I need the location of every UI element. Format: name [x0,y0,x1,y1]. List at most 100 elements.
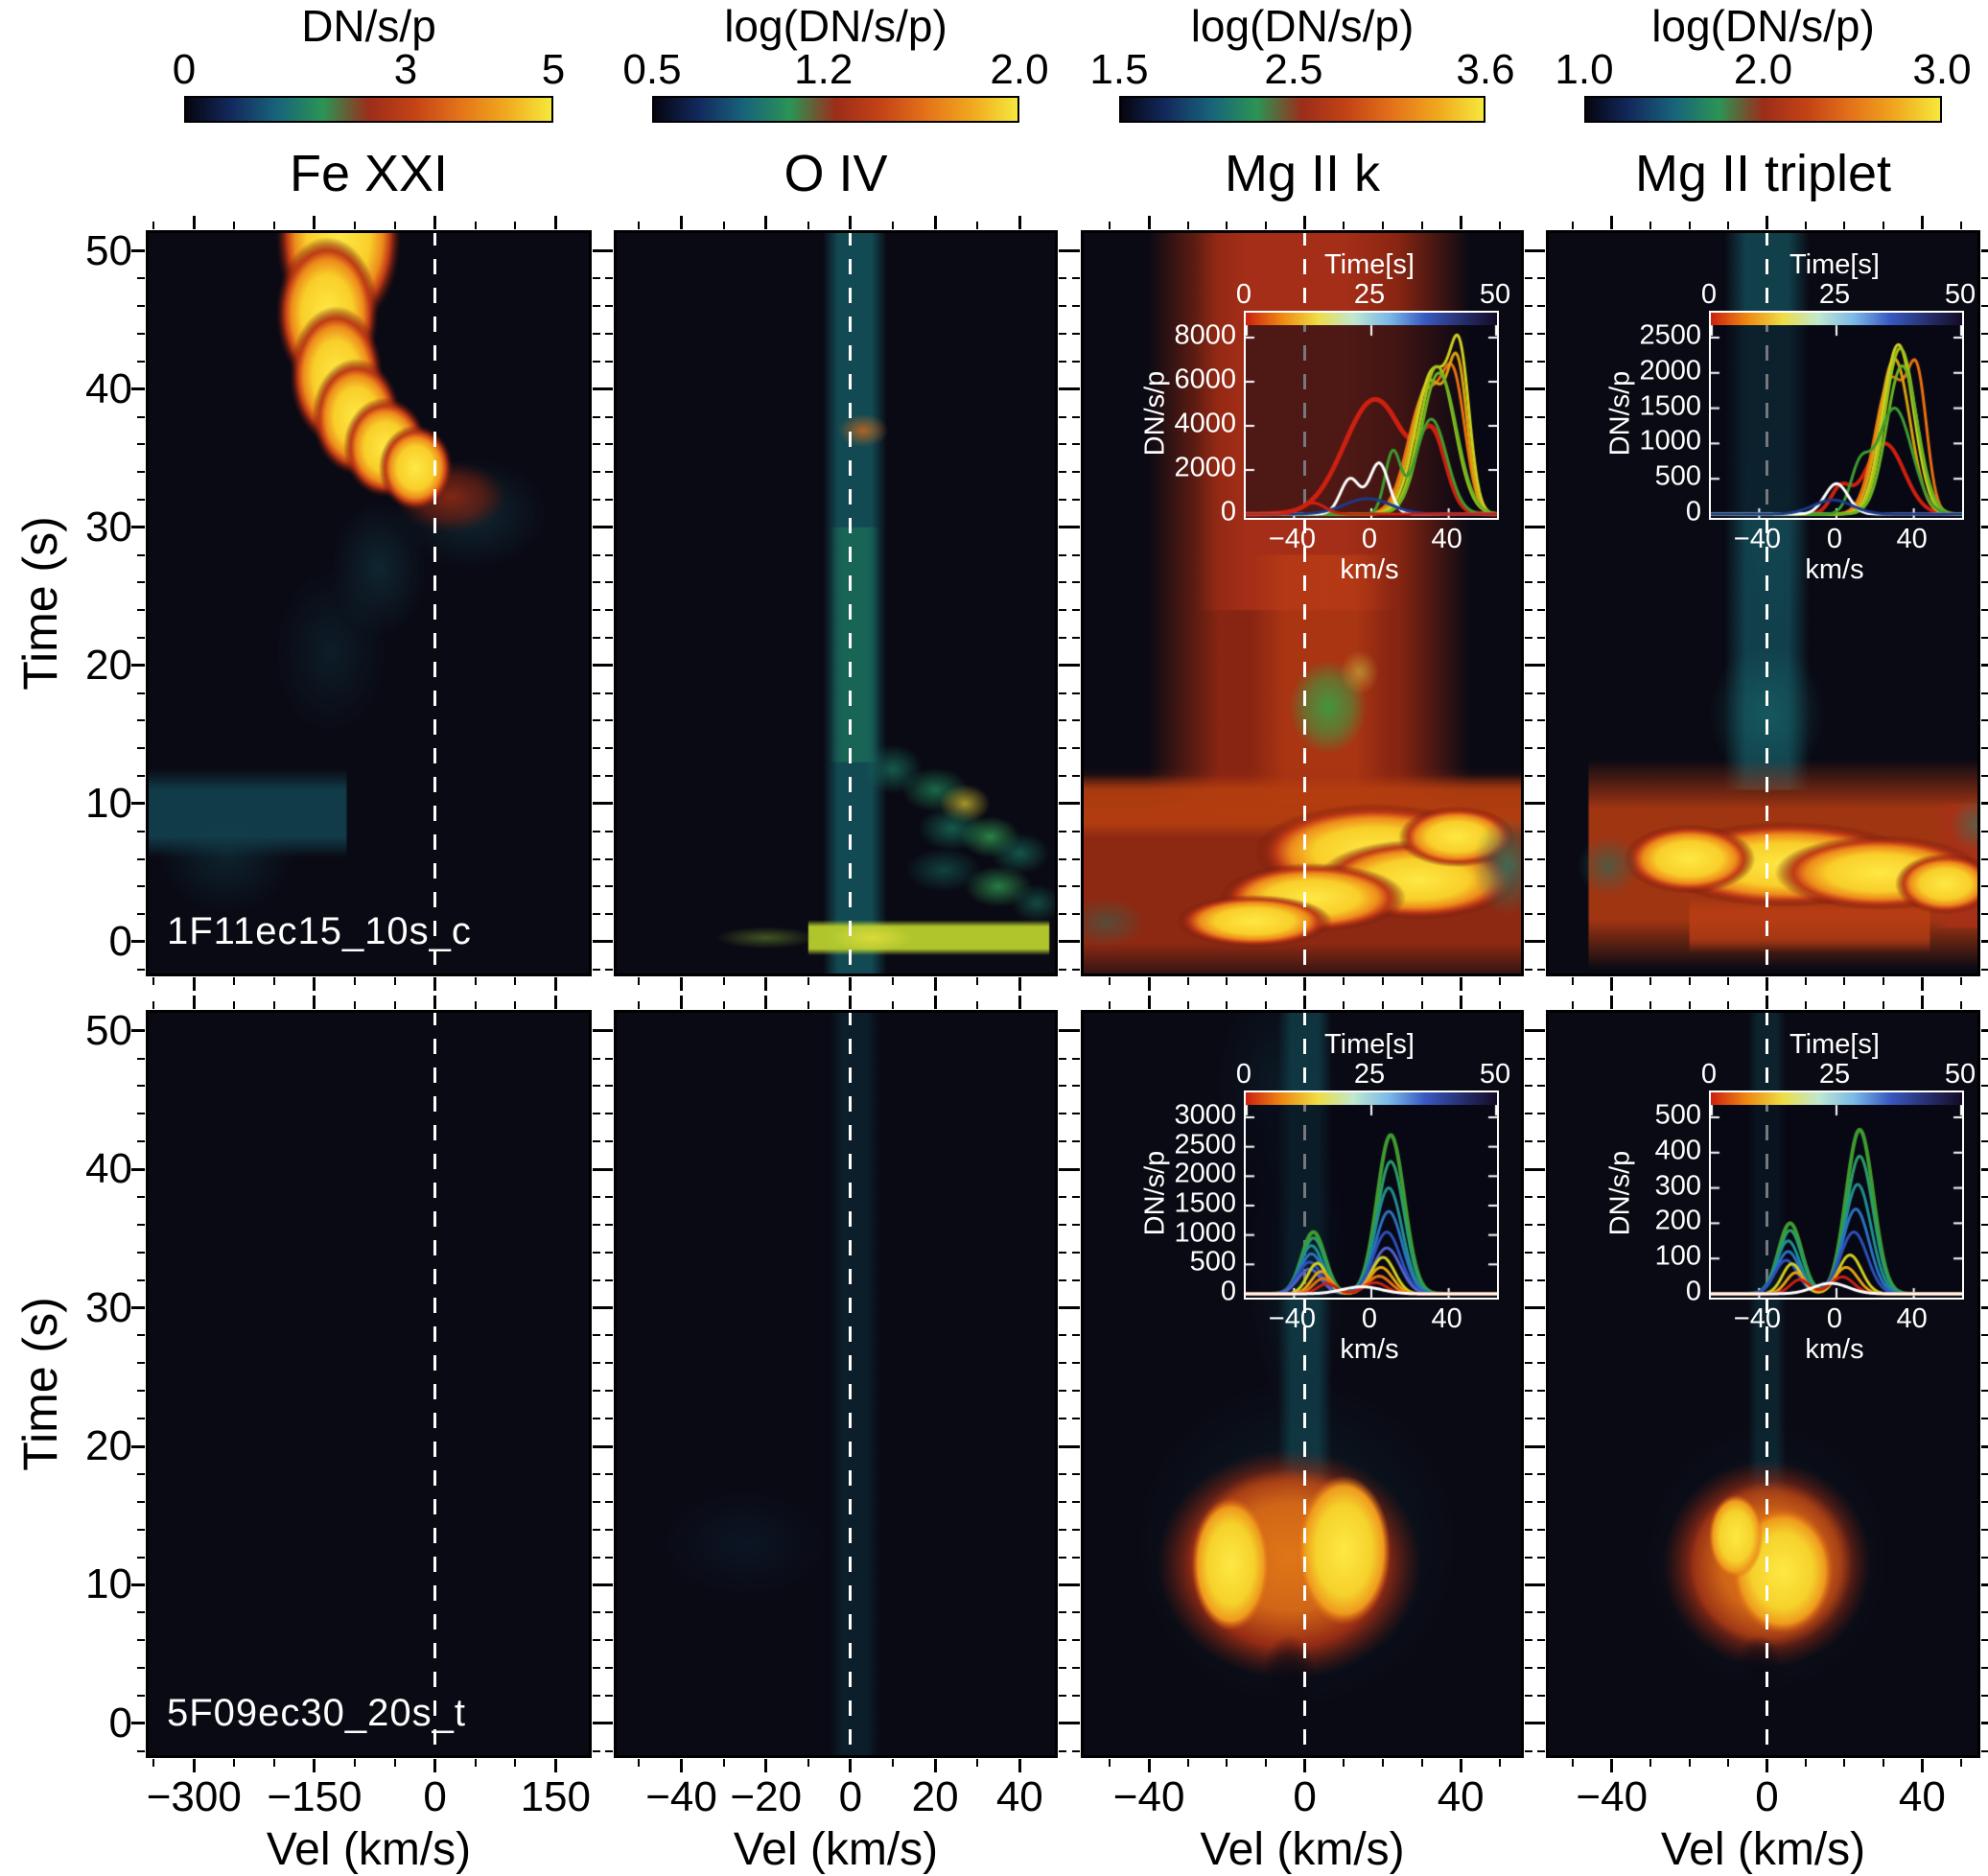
inset-y-tick-label: 1500 [1174,1187,1236,1219]
axis-tick [605,415,613,418]
axis-tick [137,1113,145,1115]
axis-tick [599,1722,613,1725]
axis-tick [1843,1759,1846,1767]
axis-tick [599,664,613,668]
axis-tick [1981,581,1988,584]
axis-tick [393,222,396,229]
x-tick-label: 0 [1755,1773,1779,1820]
axis-tick [1981,775,1988,778]
heatmap-panel-oiv-run2: Vel (km/s) −40 −20 0 20 40 [599,996,1072,1875]
axis-tick [1059,637,1066,640]
axis-tick [1525,1418,1532,1420]
axis-tick [1072,1749,1080,1752]
axis-tick [1525,1528,1532,1531]
axis-tick [1882,222,1884,229]
axis-tick [1066,802,1080,806]
inset-x-tick-label: −40 [1733,524,1781,554]
axis-tick [1727,1001,1730,1009]
axis-tick [1537,1390,1545,1393]
axis-tick [1381,222,1384,229]
axis-tick [1981,885,1988,888]
axis-tick [1525,1085,1532,1088]
heatmap-canvas [614,1010,1058,1758]
axis-tick [1498,1759,1501,1767]
axis-tick [849,977,853,991]
axis-tick [1981,553,1988,556]
axis-tick [1059,1667,1066,1670]
axis-tick [1981,913,1988,916]
inset-y-tick-label: 500 [1189,1246,1236,1278]
inset-top-axis-title: Time[s] [1324,249,1415,280]
axis-tick [1072,1639,1080,1642]
axis-tick [152,1001,155,1009]
axis-tick [593,1390,600,1393]
axis-tick [1147,1759,1151,1772]
axis-tick [1059,1251,1066,1254]
axis-tick [1059,830,1066,832]
axis-tick [137,553,145,556]
axis-tick [1610,216,1614,229]
x-tick-label: −300 [146,1773,242,1820]
colorbar-tick-label: 3.0 [1912,46,1972,93]
axis-tick [1059,1278,1066,1281]
axis-tick [1981,692,1988,694]
axis-tick [593,1500,600,1503]
x-tick-label: −40 [1112,1773,1185,1820]
axis-tick [1381,1759,1384,1767]
axis-tick [1537,471,1545,474]
axis-tick [1981,1223,1988,1226]
axis-tick [1072,553,1080,556]
axis-tick [593,775,600,778]
axis-tick [892,222,895,229]
axis-tick [1981,1167,1988,1171]
axis-tick [1265,977,1267,985]
x-tick-label: 0 [838,1773,863,1820]
inset-time-colorbar [1246,1092,1497,1105]
inset-time-colorbar [1711,1092,1962,1105]
axis-tick [605,1500,613,1503]
axis-tick [433,977,437,991]
inset-time-colorbar [1711,313,1962,325]
axis-tick [1072,277,1080,280]
axis-tick [593,885,600,888]
colorbar-tick-label: 5 [541,46,566,93]
colorbar-group-mgii-triplet: log(DN/s/p) 1.0 2.0 3.0 [1546,0,1980,134]
axis-tick [1525,885,1532,888]
axis-tick [593,1639,600,1642]
axis-tick [1525,581,1532,584]
axis-tick [1537,1418,1545,1420]
axis-tick [1981,940,1988,944]
axis-tick [137,1223,145,1226]
inset-y-tick-label: 8000 [1174,319,1236,351]
axis-tick [137,1528,145,1531]
axis-tick [1072,1334,1080,1337]
inset-y-tick-label: 0 [1685,496,1701,528]
axis-tick [599,526,613,529]
axis-tick [593,333,600,336]
x-axis-label: Vel (km/s) [1660,1824,1866,1875]
zero-velocity-line [849,1010,853,1758]
axis-tick [1186,1001,1189,1009]
x-tick-label: 40 [1437,1773,1485,1820]
heatmap-panel-mgiik-run2: Vel (km/s) −40 0 40 Time[s] 0 25 50 0 500 1000 150… [1066,996,1538,1875]
axis-tick [393,1759,396,1767]
axis-tick [1525,692,1532,694]
axis-tick [1017,996,1021,1009]
axis-tick [1537,719,1545,722]
inset-x-tick-label: −40 [1268,1303,1316,1334]
inset-y-tick-label: 1000 [1174,1217,1236,1249]
axis-tick [1072,1695,1080,1697]
axis-tick [313,977,316,991]
colorbar-tick-label: 1.2 [794,46,854,93]
axis-tick [1226,1001,1228,1009]
axis-tick [1059,553,1066,556]
axis-tick [605,498,613,501]
axis-tick [1525,305,1532,308]
axis-tick [1525,637,1532,640]
axis-tick [605,1334,613,1337]
axis-tick [605,1251,613,1254]
axis-tick [1610,996,1614,1009]
inset-y-tick-label: 4000 [1174,408,1236,439]
axis-tick [1920,216,1924,229]
axis-tick [1109,1759,1111,1767]
